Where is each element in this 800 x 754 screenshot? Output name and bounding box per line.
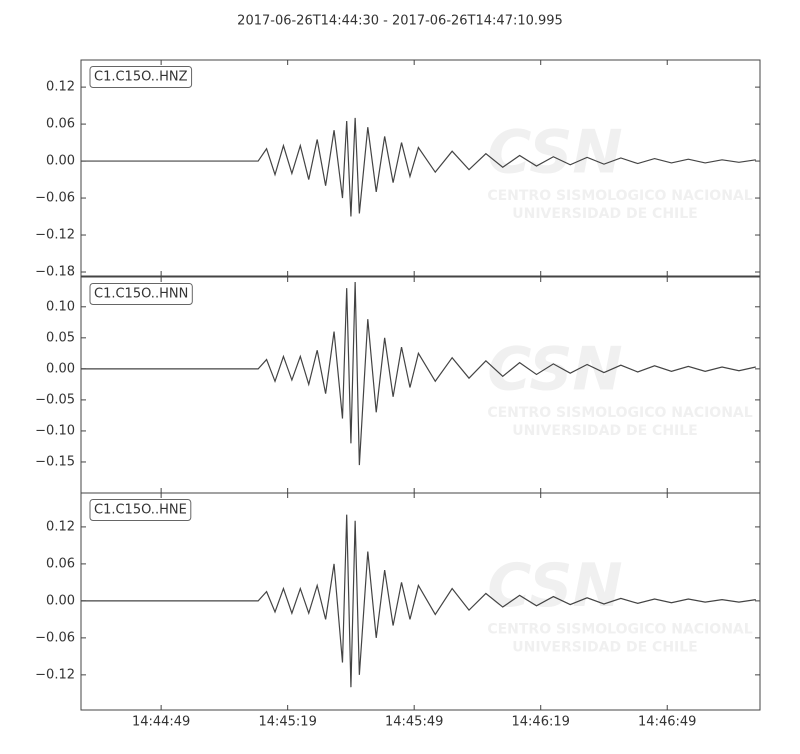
y-tick-label: 0.12 [46,519,75,534]
watermark-name: CENTRO SISMOLOGICO NACIONAL [487,188,752,204]
trace-label-box [89,66,193,88]
y-tick-label: 0.06 [46,556,75,571]
trace-label: C1.C15O..HNN [94,287,188,302]
waveform [81,117,756,217]
y-tick-label: −0.12 [35,228,75,243]
y-tick-label: 0.12 [46,80,75,95]
y-tick-label: −0.18 [35,264,75,279]
y-tick-label: 0.10 [46,299,75,314]
watermark-name: CENTRO SISMOLOGICO NACIONAL [487,405,752,421]
y-tick-label: −0.05 [35,392,75,407]
panel-frame [80,492,761,711]
y-tick-label: 0.00 [46,361,75,376]
watermark-name: CENTRO SISMOLOGICO NACIONAL [487,622,752,638]
trace-label: C1.C15O..HNZ [94,70,188,85]
panel-frame [80,276,761,494]
panel-frame [80,59,761,277]
x-tick-label: 14:46:19 [512,715,570,730]
chart-title: 2017-06-26T14:44:30 - 2017-06-26T14:47:1… [237,14,563,29]
y-tick-label: −0.10 [35,423,75,438]
y-tick-label: 0.00 [46,154,75,169]
watermark-logo: CSN [487,335,622,405]
y-tick-label: 0.00 [46,593,75,608]
y-tick-label: −0.12 [35,667,75,682]
x-tick-label: 14:45:19 [258,715,316,730]
y-tick-label: −0.06 [35,191,75,206]
waveform [81,514,756,688]
waveform [81,281,756,466]
x-tick-label: 14:46:49 [638,715,696,730]
watermark-logo: CSN [487,551,622,621]
trace-label-box [89,499,192,521]
y-tick-label: 0.05 [46,330,75,345]
watermark-institution: UNIVERSIDAD DE CHILE [512,423,697,439]
watermark-logo: CSN [487,118,622,188]
watermark-institution: UNIVERSIDAD DE CHILE [512,206,697,222]
trace-label: C1.C15O..HNE [94,503,187,518]
watermark-institution: UNIVERSIDAD DE CHILE [512,640,697,656]
trace-label-box [89,283,193,305]
x-tick-label: 14:44:49 [132,715,190,730]
y-tick-label: −0.06 [35,630,75,645]
y-tick-label: −0.15 [35,454,75,469]
y-tick-label: 0.06 [46,117,75,132]
x-tick-label: 14:45:49 [385,715,443,730]
